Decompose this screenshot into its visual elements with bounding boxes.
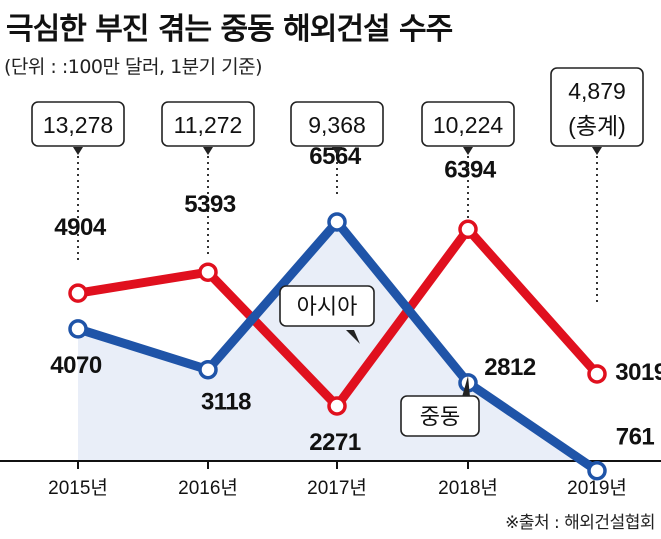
legend-label-1: 아시아 [297,295,358,320]
total-box-3 [290,101,384,147]
asia-point-1 [68,283,88,303]
total-value-3: 9,368 [308,112,366,138]
middle-east-value-label-1: 4070 [50,352,102,379]
total-box-pointer-2 [203,147,213,155]
middle-east-value-label-4: 2812 [484,354,536,381]
total-box-1 [31,101,125,147]
legend-box-1 [279,285,375,327]
legend-pointer-2 [462,376,470,397]
x-tick-label-2: 2016년 [178,477,238,499]
legend-box-2 [400,395,480,437]
asia-point-4 [458,219,478,240]
asia-value-label-1: 4904 [54,214,107,241]
legend-pointer-1 [346,330,360,344]
x-tick-label-4: 2018년 [438,477,498,499]
legend-label-2: 중동 [420,405,460,430]
asia-point-5 [587,364,607,384]
middle-east-value-label-5: 761 [616,424,655,451]
asia-point-2 [198,262,218,282]
total-box-pointer-1 [73,147,83,155]
total-note-5: (총계) [568,113,626,139]
total-box-2 [161,101,255,147]
middle-east-point-2 [198,359,218,380]
chart-title: 극심한 부진 겪는 중동 해외건설 수주 [6,12,453,47]
total-value-2: 11,272 [174,112,243,138]
total-value-4: 10,224 [433,112,504,138]
total-box-pointer-4 [463,147,473,155]
asia-value-label-5: 3019 [615,359,661,386]
x-tick-label-5: 2019년 [567,477,627,499]
total-box-5 [550,67,644,147]
x-tick-label-3: 2017년 [307,477,367,499]
chart-subtitle: (단위 : :100만 달러, 1분기 기준) [4,56,263,78]
total-value-1: 13,278 [43,112,113,138]
middle-east-point-1 [68,319,88,339]
middle-east-point-5 [587,460,607,481]
x-tick-label-1: 2015년 [48,477,108,499]
total-value-5: 4,879 [568,78,626,104]
asia-point-3 [327,396,347,416]
source-note: ※출처 : 해외건설협회 [505,513,655,533]
middle-east-point-3 [327,212,347,232]
middle-east-value-label-2: 3118 [201,389,251,416]
asia-value-label-4: 6394 [444,156,497,183]
asia-value-label-3: 2271 [309,429,361,456]
total-box-4 [421,101,515,147]
total-box-pointer-3 [332,147,342,155]
asia-value-label-2: 5393 [184,191,236,218]
total-box-pointer-5 [592,147,602,155]
